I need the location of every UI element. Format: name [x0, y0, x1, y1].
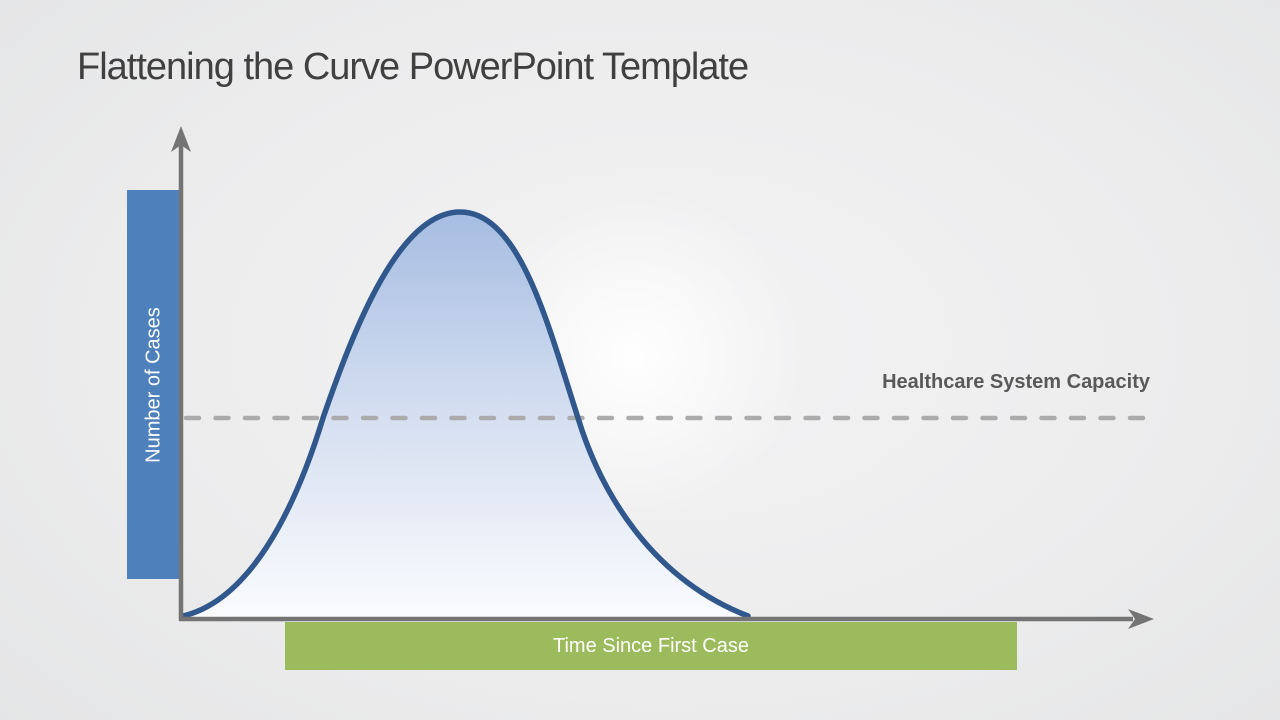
bell-curve-fill	[183, 212, 748, 618]
capacity-line-label: Healthcare System Capacity	[882, 371, 1150, 393]
y-axis-label-bar: Number of Cases	[127, 190, 181, 579]
y-axis-arrowhead-icon	[171, 126, 191, 152]
x-axis-label-bar: Time Since First Case	[285, 622, 1017, 670]
x-axis-arrowhead-icon	[1128, 609, 1154, 629]
x-axis-label: Time Since First Case	[553, 634, 749, 657]
bell-curve-stroke	[180, 209, 751, 619]
slide-title: Flattening the Curve PowerPoint Template	[77, 46, 749, 88]
y-axis-label: Number of Cases	[142, 306, 165, 463]
